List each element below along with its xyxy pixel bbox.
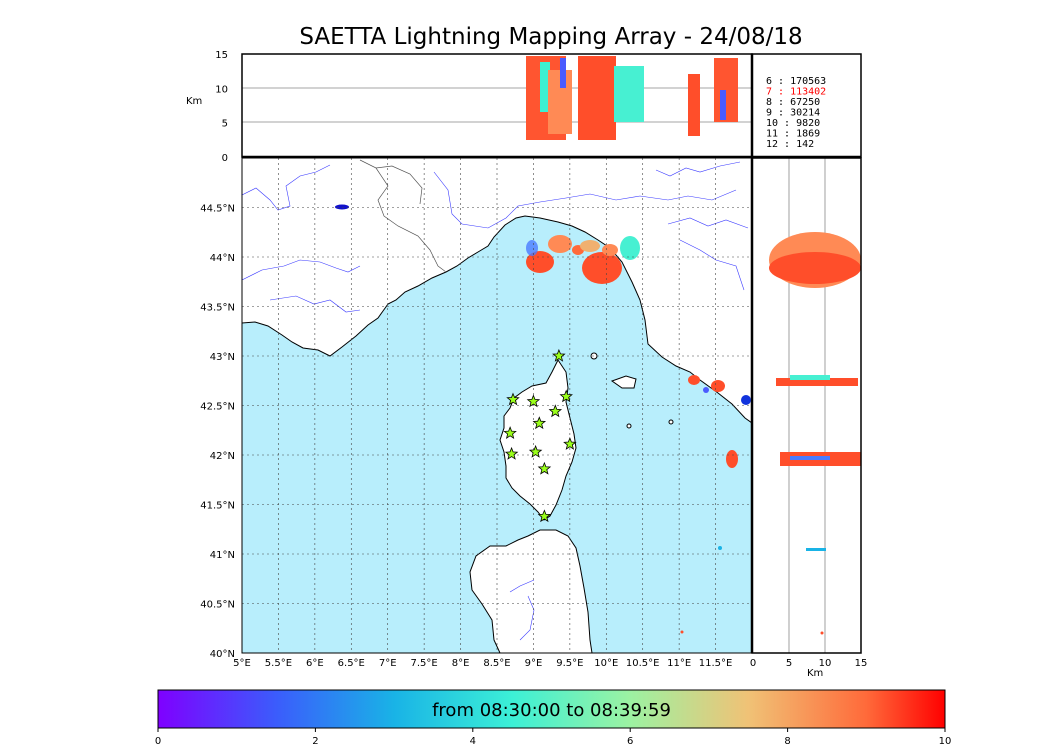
lat-tick-label: 40°N: [210, 649, 235, 660]
lon-tick-label: 9°E: [525, 658, 543, 669]
colorbar-tick-label: 8: [784, 736, 790, 747]
station-count-row: 8 : 67250: [766, 97, 820, 108]
altitude-tick-label: 15: [215, 50, 228, 61]
lat-tick-label: 44°N: [210, 253, 235, 264]
lat-tick-label: 44.5°N: [200, 204, 235, 215]
map-grid: [242, 158, 752, 653]
station-count-row: 11 : 1869: [766, 129, 820, 140]
lat-tick-label: 40.5°N: [200, 600, 235, 611]
lat-tick-label: 42°N: [210, 451, 235, 462]
lon-tick-label: 5.5°E: [265, 658, 292, 669]
km-tick-label: 15: [855, 658, 868, 669]
altitude-axis-ticks: 15 10 5 0: [215, 50, 228, 164]
altitude-tick-label: 10: [215, 84, 228, 95]
station-count-row: 10 : 9820: [766, 118, 820, 129]
station-star-icon: [506, 392, 520, 406]
time-colorbar: [157, 689, 946, 729]
station-star-icon: [504, 446, 519, 460]
station-count-row: 12 : 142: [766, 139, 814, 150]
longitude-axis-ticks: 5°E 5.5°E 6°E 6.5°E 7°E 7.5°E 8°E 8.5°E 9°E 9.5°E…: [233, 658, 732, 669]
colorbar-label: from 08:30:00 to 08:39:59: [432, 700, 671, 721]
altitude-frame: [241, 53, 753, 158]
colorbar-tick-label: 10: [939, 736, 952, 747]
lat-tick-label: 43.5°N: [200, 303, 235, 314]
lat-altitude-frame: [751, 157, 862, 654]
altitude-axis-label: Km: [186, 96, 202, 107]
km-tick-label: 10: [819, 658, 832, 669]
lon-tick-label: 8°E: [452, 658, 470, 669]
map-panel: [242, 158, 752, 653]
station-count-row: 9 : 30214: [766, 108, 820, 119]
km-axis-label: Km: [807, 668, 823, 679]
colorbar-tick-label: 0: [155, 736, 161, 747]
lon-tick-label: 10.5°E: [626, 658, 660, 669]
station-star-icon: [563, 437, 577, 450]
station-star-icon: [548, 404, 563, 418]
colorbar-ticks: 0 2 4 6 8 10: [155, 728, 952, 747]
lon-tick-label: 9.5°E: [556, 658, 583, 669]
lat-tick-label: 41.5°N: [200, 501, 235, 512]
colorbar-tick-label: 6: [627, 736, 633, 747]
km-tick-label: 5: [786, 658, 792, 669]
elba-island: [610, 375, 637, 389]
station-star-icon: [559, 389, 573, 403]
lon-tick-label: 7°E: [379, 658, 397, 669]
lon-tick-label: 7.5°E: [411, 658, 438, 669]
lon-tick-label: 6°E: [306, 658, 324, 669]
rivers: [242, 161, 749, 641]
station-star-icon: [526, 394, 541, 408]
altitude-tick-label: 5: [222, 119, 228, 130]
mainland-coast: [242, 158, 752, 424]
station-star-icon: [532, 416, 547, 430]
lma-stations: [503, 348, 577, 523]
country-border: [375, 167, 447, 273]
lon-tick-label: 6.5°E: [338, 658, 365, 669]
sardinia-island: [469, 529, 593, 653]
lon-tick-label: 10°E: [594, 658, 618, 669]
altitude-tick-label: 0: [222, 153, 228, 164]
corsica-island: [499, 359, 577, 521]
lon-tick-label: 11°E: [667, 658, 691, 669]
latitude-axis-ticks: 44.5°N 44°N 43.5°N 43°N 42.5°N 42°N 41.5°N 41°N…: [200, 204, 235, 661]
chart-title: SAETTA Lightning Mapping Array - 24/08/1…: [299, 24, 803, 50]
station-count-row: 7 : 113402: [766, 87, 826, 98]
lon-tick-label: 5°E: [233, 658, 251, 669]
lat-tick-label: 41°N: [210, 550, 235, 561]
lon-tick-label: 8.5°E: [483, 658, 510, 669]
km-tick-label: 0: [750, 658, 756, 669]
lat-tick-label: 42.5°N: [200, 402, 235, 413]
lat-altitude-panel: [769, 158, 861, 653]
lightning-sources-map: [526, 235, 738, 634]
km-axis-ticks: 0 5 10 15: [750, 658, 868, 669]
altitude-lon-panel: [242, 56, 752, 140]
colorbar-tick-label: 2: [312, 736, 318, 747]
colorbar-tick-label: 4: [470, 736, 476, 747]
lon-tick-label: 11.5°E: [699, 658, 733, 669]
station-star-icon: [528, 444, 543, 458]
lat-tick-label: 43°N: [210, 352, 235, 363]
station-star-icon: [503, 426, 517, 439]
station-star-icon: [552, 348, 566, 362]
station-count-row: 6 : 170563: [766, 76, 826, 87]
station-star-icon: [537, 461, 552, 475]
station-star-icon: [537, 509, 552, 523]
